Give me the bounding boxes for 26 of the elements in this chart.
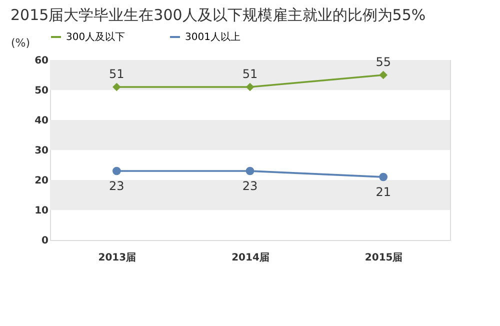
y-tick-label: 60 xyxy=(34,56,49,66)
y-tick-label: 40 xyxy=(34,116,49,126)
x-tick-label: 2013届 xyxy=(98,252,136,264)
legend-label: 3001人以上 xyxy=(185,31,240,43)
legend-label: 300人及以下 xyxy=(66,31,126,43)
y-tick-label: 10 xyxy=(34,206,49,216)
data-label: 21 xyxy=(376,185,391,199)
y-tick-label: 30 xyxy=(34,146,49,156)
point xyxy=(246,166,254,176)
chart-title: 2015届大学毕业生在300人及以下规模雇主就业的比例为55% xyxy=(10,6,426,24)
point xyxy=(379,70,388,80)
x-tick-label: 2014届 xyxy=(232,252,270,264)
data-label: 23 xyxy=(109,179,124,193)
y-tick-label: 0 xyxy=(42,236,49,246)
data-label: 23 xyxy=(242,179,258,193)
point xyxy=(112,82,121,92)
point xyxy=(246,82,254,92)
x-tick-label: 2015届 xyxy=(364,252,403,264)
y-tick-label: 50 xyxy=(34,86,49,96)
data-label: 51 xyxy=(109,67,124,81)
y-axis-title: (%) xyxy=(10,36,30,50)
point xyxy=(379,172,388,182)
point xyxy=(112,166,121,176)
y-tick-label: 20 xyxy=(34,176,49,186)
data-label: 51 xyxy=(242,67,258,81)
data-label: 55 xyxy=(376,55,391,69)
